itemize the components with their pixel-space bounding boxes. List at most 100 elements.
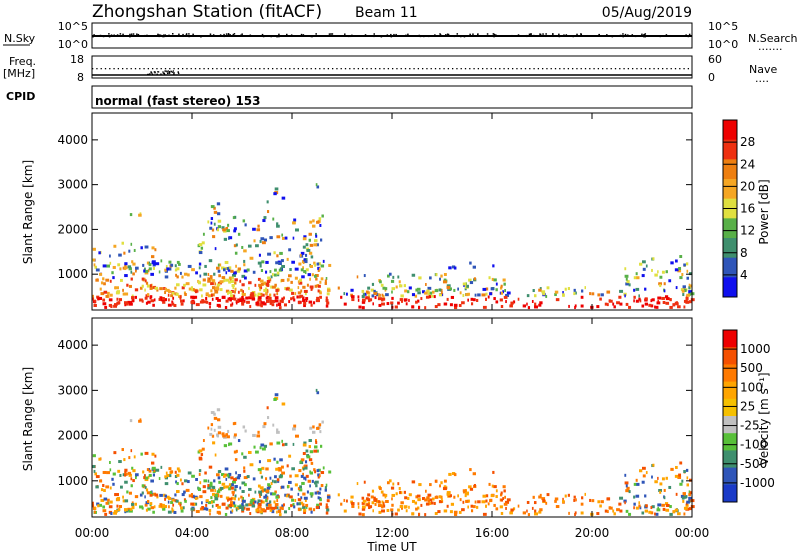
velocity-cell [202, 439, 205, 443]
power-cell [216, 202, 221, 206]
power-cell [205, 300, 209, 304]
nave-dot [674, 68, 677, 70]
velocity-cell [190, 507, 195, 511]
power-cell [454, 306, 458, 310]
nave-dot [392, 68, 394, 70]
power-cell [235, 264, 237, 268]
velocity-cell [446, 492, 451, 496]
power-cell [131, 260, 134, 264]
velocity-cell [361, 507, 366, 511]
power-cell [440, 288, 443, 292]
velocity-cell [224, 473, 228, 477]
velocity-cell [208, 508, 212, 512]
power-cell [683, 288, 687, 292]
velocity-cell [258, 492, 262, 496]
nave-dot [276, 68, 278, 70]
power-cell [457, 287, 460, 291]
power-cell [343, 302, 347, 306]
power-cell [381, 302, 385, 306]
power-cell [252, 293, 257, 297]
nave-dot [149, 73, 151, 75]
velocity-cell [259, 446, 262, 450]
power-cell [638, 297, 641, 301]
velocity-cell [467, 499, 470, 503]
power-cell [249, 305, 252, 309]
noise-search-dot [476, 34, 479, 36]
velocity-cell [117, 508, 121, 512]
power-cell [325, 277, 328, 281]
power-cell [425, 295, 430, 299]
nave-dot [203, 68, 205, 70]
power-cell [386, 274, 390, 278]
power-cell [378, 303, 382, 307]
power-cell [681, 289, 685, 293]
velocity-cell [131, 502, 135, 506]
power-cell [472, 298, 476, 302]
velocity-cell [154, 454, 157, 458]
power-cell [265, 260, 269, 264]
velocity-cell [199, 507, 204, 511]
velocity-cell [292, 502, 295, 506]
nave-dot [151, 72, 153, 74]
noise-search-dot [669, 34, 672, 37]
power-cell [93, 303, 96, 307]
velocity-cell [439, 484, 441, 488]
power-cell [367, 294, 371, 298]
power-cell [311, 273, 314, 277]
power-cell [116, 297, 119, 301]
power-cell [657, 296, 662, 300]
noise-search-dot [469, 35, 471, 37]
power-cell [111, 271, 114, 275]
nave-dot [542, 68, 544, 70]
power-cell [467, 298, 469, 302]
power-cell [235, 243, 238, 247]
power-cell [240, 288, 243, 292]
velocity-cell [299, 460, 302, 464]
power-cell [239, 297, 242, 301]
power-cell [663, 289, 666, 293]
velocity-cell [202, 485, 206, 489]
power-cell [274, 187, 279, 191]
power-cell [228, 290, 233, 294]
noise-search-dot [685, 34, 687, 36]
colorbar-segment [723, 484, 737, 503]
power-cell [171, 302, 175, 306]
power-cell [427, 286, 432, 290]
velocity-cell [453, 473, 457, 477]
power-cell [385, 293, 389, 297]
nave-dot [469, 68, 471, 70]
velocity-cell [232, 478, 237, 482]
velocity-cell [681, 479, 684, 483]
power-cell [252, 270, 256, 274]
power-cell [257, 298, 262, 302]
velocity-cell [112, 482, 115, 486]
velocity-cell [97, 504, 100, 508]
time-tick-label: 12:00 [375, 526, 410, 540]
power-cell [135, 269, 137, 273]
power-cell [573, 288, 576, 292]
nave-legend: .... [755, 72, 769, 85]
power-cell [128, 267, 132, 271]
power-cell [208, 302, 212, 306]
power-cell [431, 290, 435, 294]
velocity-cell [411, 512, 414, 516]
colorbar-tick-label: -1000 [740, 476, 775, 490]
range-tick-label: 2000 [57, 429, 88, 443]
power-cell [221, 276, 226, 280]
noise-search-dot [282, 35, 284, 37]
velocity-cell [408, 493, 412, 497]
nave-dot [554, 68, 557, 70]
power-cell [282, 296, 285, 300]
velocity-cell [124, 471, 127, 475]
noise-search-dot [300, 33, 303, 36]
colorbar-segment [723, 347, 737, 365]
power-cell [365, 290, 369, 294]
nave-dot [379, 68, 381, 70]
power-ylabel: Slant Range [km] [21, 160, 35, 264]
velocity-cell [99, 503, 103, 507]
power-cell [260, 286, 263, 290]
velocity-cell [114, 493, 117, 497]
velocity-cell [499, 498, 502, 502]
noise-search-dot [182, 33, 184, 36]
power-cell [279, 251, 283, 255]
